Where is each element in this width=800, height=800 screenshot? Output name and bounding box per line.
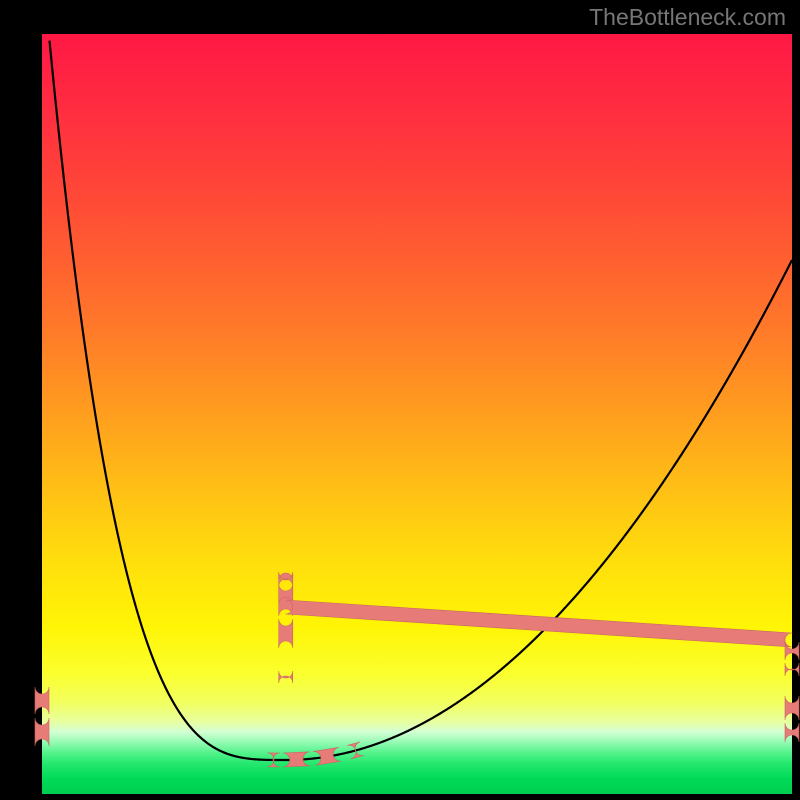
plot-background	[42, 34, 792, 794]
watermark-text: TheBottleneck.com	[589, 4, 786, 31]
chart-root: TheBottleneck.com	[0, 0, 800, 800]
